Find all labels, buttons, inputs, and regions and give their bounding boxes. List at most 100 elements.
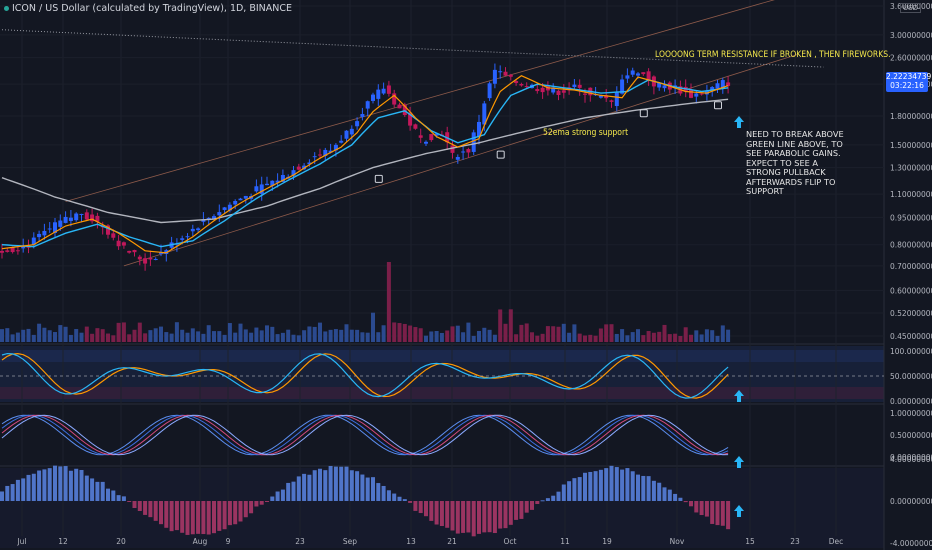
candle-body [413, 124, 418, 129]
candle-body [689, 89, 693, 98]
resistance-line [1, 29, 824, 68]
x-tick-label: Oct [504, 537, 517, 546]
histogram-bar [333, 466, 338, 501]
volume-bar [429, 331, 434, 342]
histogram-bar [720, 501, 725, 526]
histogram-bar [418, 501, 423, 514]
last-price-tag: 2.22234739 03:22:16 [886, 72, 931, 92]
y-tick-label: 0.52000000 [890, 309, 932, 318]
histogram-bar [683, 501, 688, 503]
histogram-bar [233, 501, 238, 525]
volume-bar [466, 322, 471, 342]
oscillator-signal-line [1, 352, 729, 399]
volume-bar [450, 326, 455, 342]
wave-tick-label: 0.50000000 [890, 431, 932, 440]
x-tick-label: 21 [447, 537, 457, 546]
candle-body [699, 93, 704, 95]
volume-bar [636, 329, 640, 342]
histogram-bar [100, 481, 105, 501]
candle-body [381, 88, 386, 94]
candle-body [116, 240, 121, 247]
volume-bar [477, 330, 481, 342]
candle-body [121, 242, 126, 246]
histogram-bar [206, 501, 211, 535]
candle-body [68, 217, 73, 221]
note-line: STRONG PULLBACK [746, 167, 826, 177]
candle-body [540, 87, 545, 93]
histogram-bar [381, 485, 386, 501]
volume-bar [588, 334, 593, 342]
wave-line [1, 414, 729, 456]
histogram-bar [535, 501, 540, 504]
candle-body [641, 72, 646, 75]
volume-bar [508, 309, 513, 342]
histogram-bar [710, 501, 715, 524]
histogram-bar [492, 501, 497, 534]
histogram-bar [68, 470, 73, 501]
candle-body [243, 195, 248, 199]
volume-bar [545, 326, 550, 342]
candle-body [455, 156, 460, 160]
up-arrow-icon [734, 390, 744, 402]
candle-body [365, 101, 370, 109]
volume-bar [641, 335, 646, 342]
histogram-bar [386, 490, 391, 501]
y-tick-label: 1.80000000 [890, 112, 932, 121]
candle-body [111, 233, 116, 238]
volume-bar [355, 329, 360, 342]
histogram-bar [307, 474, 312, 501]
histogram-bar [328, 466, 333, 501]
x-tick-label: Jul [16, 537, 26, 546]
currency-label[interactable]: USD [900, 3, 921, 13]
histogram-bar [270, 496, 275, 501]
candle-body [577, 84, 582, 88]
histogram-bar [487, 501, 492, 533]
volume-bar [174, 322, 179, 342]
histogram-bar [482, 501, 487, 533]
oscillator-tick-label: 0.00000000 [890, 397, 932, 406]
x-tick-label: 9 [226, 537, 231, 546]
volume-bar [683, 327, 688, 342]
volume-bar [328, 329, 333, 342]
histogram-tick-label: 0.00000000 [890, 497, 932, 506]
volume-bar [53, 332, 57, 342]
volume-bar [116, 322, 121, 342]
histogram-bar [116, 495, 121, 501]
histogram-bar [174, 501, 179, 531]
candle-body [630, 70, 635, 75]
y-tick-label: 0.95000000 [890, 213, 932, 222]
histogram-bar [466, 501, 471, 533]
histogram-bar [15, 479, 20, 501]
x-tick-label: Dec [829, 537, 844, 546]
histogram-bar [323, 470, 328, 501]
histogram-bar [212, 501, 216, 534]
histogram-bar [694, 501, 699, 513]
y-tick-label: 1.30000000 [890, 164, 932, 173]
candle-body [196, 228, 201, 231]
histogram-bar [180, 501, 185, 533]
candle-body [418, 135, 423, 138]
volume-bar [667, 334, 672, 342]
volume-bar [408, 325, 413, 342]
volume-bar [498, 309, 503, 342]
candle-body [137, 256, 142, 260]
volume-bar [185, 332, 190, 342]
candle-body [344, 130, 349, 139]
histogram-bar [508, 501, 513, 525]
histogram-bar [577, 477, 582, 501]
histogram-bar [243, 501, 248, 518]
histogram-bar [561, 484, 566, 501]
volume-bar [726, 329, 731, 342]
volume-bar [137, 322, 142, 342]
x-tick-label: Nov [670, 537, 685, 546]
histogram-bar [392, 493, 397, 501]
volume-bar [614, 333, 619, 342]
volume-bar [132, 329, 137, 342]
candle-body [392, 93, 397, 105]
histogram-bar [254, 501, 259, 507]
volume-bar [349, 329, 354, 342]
histogram-bar [26, 474, 31, 501]
histogram-bar [556, 491, 561, 501]
candle-body [259, 184, 264, 194]
